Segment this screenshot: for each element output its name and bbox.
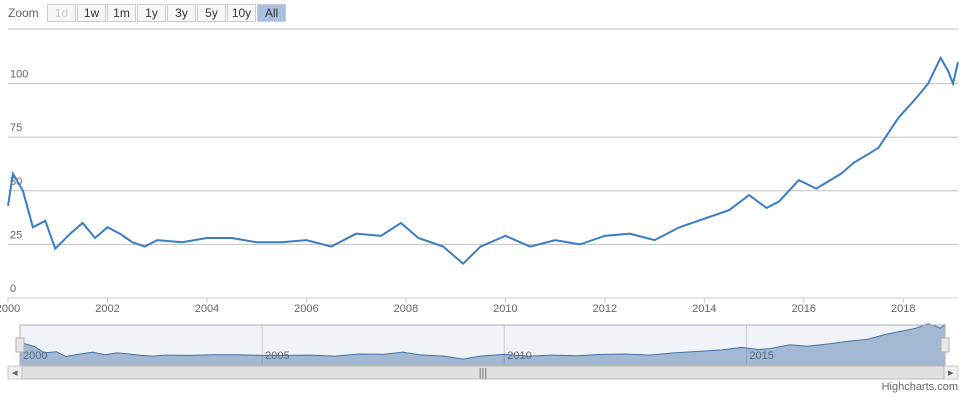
zoom-button[interactable]: 5y	[197, 4, 226, 22]
y-tick-label: 75	[10, 122, 22, 134]
x-tick-label: 2018	[891, 303, 915, 315]
scrollbar-arrow-left: ◂	[12, 367, 18, 379]
x-tick-label: 2004	[195, 303, 219, 315]
navigator-tick-label: 2010	[507, 350, 531, 362]
credits: Highcharts.com	[882, 381, 958, 393]
x-tick-label: 2000	[0, 303, 20, 315]
zoom-button[interactable]: 1m	[107, 4, 136, 22]
navigator-handle	[940, 337, 950, 353]
y-tick-label: 25	[10, 229, 22, 241]
zoom-button[interactable]: 3y	[167, 4, 196, 22]
navigator-tick-label: 2015	[749, 350, 773, 362]
x-tick-label: 2012	[593, 303, 617, 315]
x-tick-label: 2002	[95, 303, 119, 315]
navigator-tick-label: 2005	[265, 350, 289, 362]
navigator-handle	[15, 337, 25, 353]
x-tick-label: 2010	[493, 303, 517, 315]
navigator-area	[19, 323, 946, 366]
price-line	[7, 55, 959, 266]
x-tick-label: 2016	[792, 303, 816, 315]
scrollbar-thumb	[21, 365, 945, 380]
x-tick-label: 2006	[294, 303, 318, 315]
zoom-button[interactable]: 1w	[77, 4, 106, 22]
y-tick-label: 0	[10, 283, 16, 295]
zoom-button[interactable]: 10y	[227, 4, 256, 22]
x-tick-label: 2014	[692, 303, 716, 315]
x-tick-label: 2008	[394, 303, 418, 315]
zoom-button[interactable]: 1d	[47, 4, 76, 22]
zoom-label: Zoom	[8, 6, 39, 20]
y-tick-label: 100	[10, 69, 28, 81]
scrollbar-grip: |||	[479, 367, 488, 379]
zoom-button[interactable]: 1y	[137, 4, 166, 22]
scrollbar-arrow-right: ▸	[948, 367, 954, 379]
navigator-tick-label: 2000	[23, 350, 47, 362]
zoom-button[interactable]: All	[257, 4, 286, 22]
